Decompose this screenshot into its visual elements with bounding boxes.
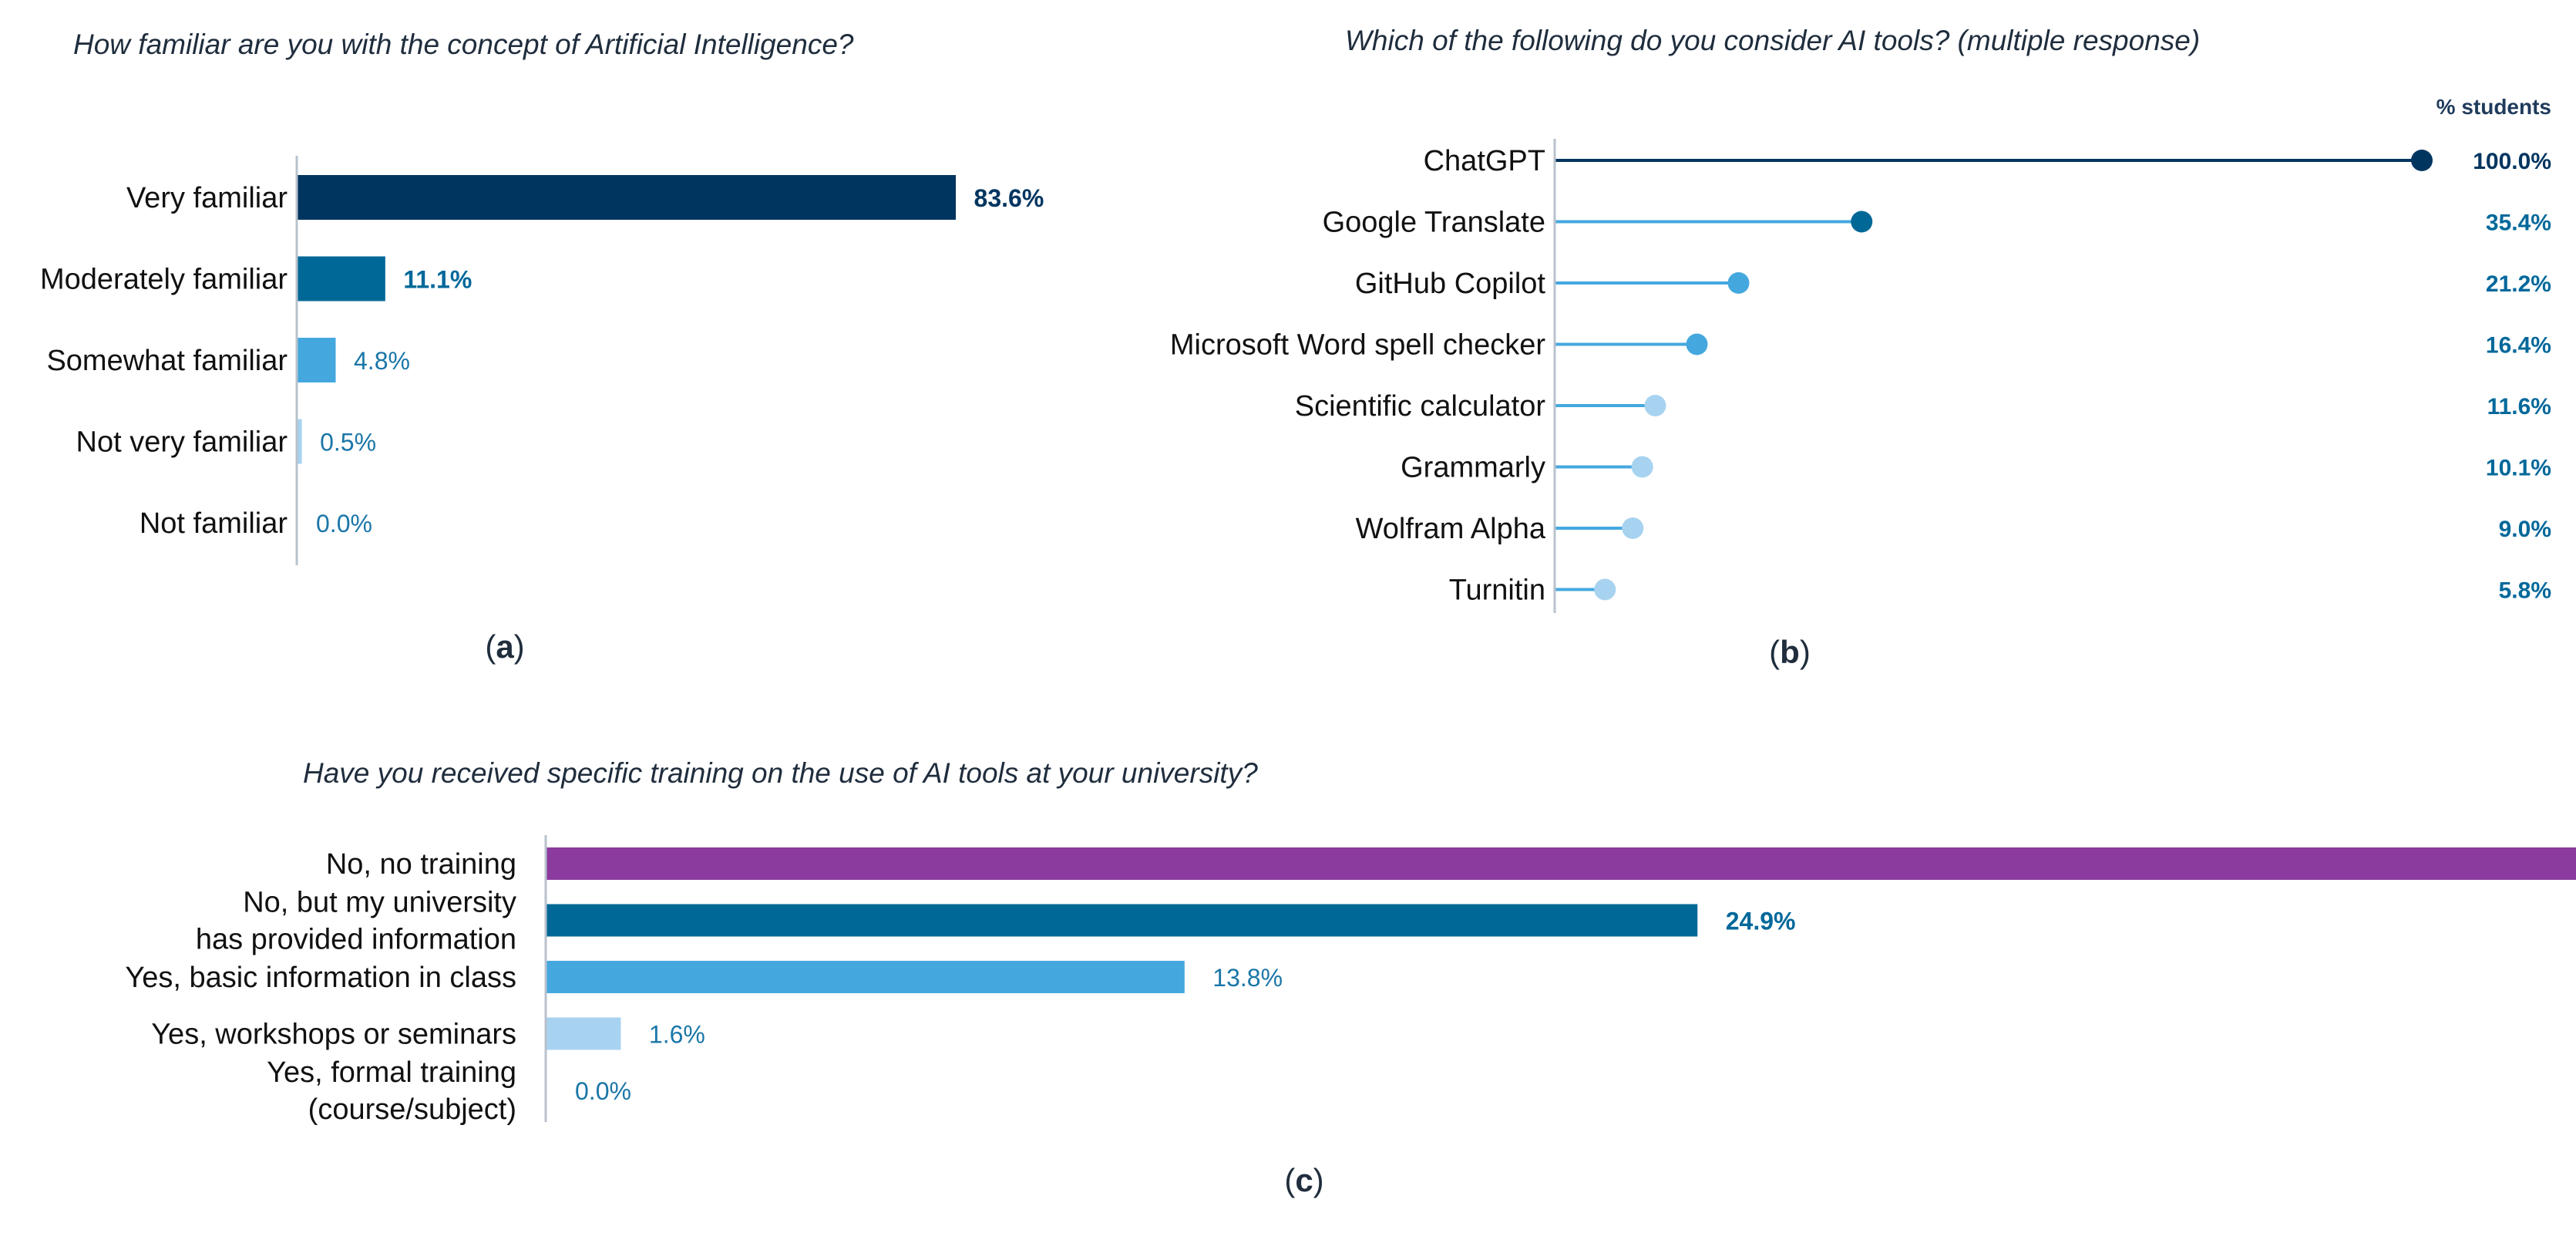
chart-c-value-label-yes-formal-training-course-subject: 0.0% bbox=[575, 1077, 631, 1105]
chart-b-dot-chatgpt bbox=[2411, 150, 2433, 171]
chart-b-value-label-github-copilot: 21.2% bbox=[2486, 271, 2551, 297]
chart-b: Which of the following do you consider A… bbox=[1170, 25, 2551, 670]
chart-c-category-label-yes-workshops-or-seminars: Yes, workshops or seminars bbox=[151, 1019, 516, 1051]
chart-a-bar-moderately-familiar bbox=[298, 256, 385, 302]
chart-b-dot-github-copilot bbox=[1727, 272, 1750, 294]
chart-b-category-label-google-translate: Google Translate bbox=[1323, 207, 1545, 239]
chart-b-value-label-turnitin: 5.8% bbox=[2499, 578, 2551, 604]
chart-a-value-label-moderately-familiar: 11.1% bbox=[403, 266, 472, 294]
chart-b-dot-turnitin bbox=[1594, 578, 1616, 601]
chart-b-dot-google-translate bbox=[1851, 211, 1873, 233]
chart-c-value-label-yes-basic-information-in-class: 13.8% bbox=[1212, 964, 1283, 992]
chart-b-category-label-wolfram-alpha: Wolfram Alpha bbox=[1356, 513, 1546, 545]
chart-a-category-label-very-familiar: Very familiar bbox=[126, 182, 288, 214]
chart-a-value-label-not-familiar: 0.0% bbox=[316, 510, 372, 537]
chart-c-category-label-yes-basic-information-in-class: Yes, basic information in class bbox=[125, 962, 516, 994]
chart-a: How familiar are you with the concept of… bbox=[40, 29, 1044, 665]
chart-a-value-label-somewhat-familiar: 4.8% bbox=[354, 347, 410, 375]
chart-c-category-label-no-but-my-university-has-provided-information: No, but my university has provided inform… bbox=[196, 887, 516, 956]
chart-c-value-label-no-but-my-university-has-provided-information: 24.9% bbox=[1726, 908, 1796, 935]
chart-c-value-label-yes-workshops-or-seminars: 1.6% bbox=[649, 1021, 705, 1049]
chart-b-category-label-scientific-calculator: Scientific calculator bbox=[1295, 390, 1546, 423]
chart-a-panel-label: (a) bbox=[485, 628, 524, 665]
chart-b-value-label-wolfram-alpha: 9.0% bbox=[2499, 517, 2551, 542]
chart-b-category-label-microsoft-word-spell-checker: Microsoft Word spell checker bbox=[1170, 329, 1545, 362]
chart-a-category-label-not-very-familiar: Not very familiar bbox=[76, 426, 288, 459]
chart-c-category-label-yes-formal-training-course-subject: Yes, formal training (course/subject) bbox=[267, 1056, 516, 1126]
chart-b-value-label-chatgpt: 100.0% bbox=[2473, 149, 2551, 174]
chart-b-dot-wolfram-alpha bbox=[1622, 517, 1644, 539]
chart-b-category-label-turnitin: Turnitin bbox=[1449, 574, 1545, 607]
chart-c-bar-yes-basic-information-in-class bbox=[546, 961, 1185, 993]
chart-b-category-label-chatgpt: ChatGPT bbox=[1424, 145, 1545, 177]
chart-b-dot-microsoft-word-spell-checker bbox=[1686, 333, 1708, 355]
chart-a-value-label-not-very-familiar: 0.5% bbox=[320, 429, 376, 456]
chart-b-dot-grammarly bbox=[1631, 456, 1653, 478]
chart-b-value-label-microsoft-word-spell-checker: 16.4% bbox=[2486, 333, 2551, 359]
chart-a-bar-somewhat-familiar bbox=[298, 338, 336, 382]
chart-c-category-label-no-no-training: No, no training bbox=[326, 848, 516, 881]
chart-b-value-label-grammarly: 10.1% bbox=[2486, 456, 2551, 481]
chart-b-value-label-scientific-calculator: 11.6% bbox=[2487, 394, 2551, 419]
chart-c-bar-no-no-training bbox=[546, 847, 2576, 880]
chart-b-category-label-github-copilot: GitHub Copilot bbox=[1355, 268, 1546, 300]
chart-a-value-label-very-familiar: 83.6% bbox=[974, 184, 1044, 212]
chart-b-dot-scientific-calculator bbox=[1644, 395, 1666, 416]
chart-c-title: Have you received specific training on t… bbox=[303, 757, 1258, 789]
chart-b-title: Which of the following do you consider A… bbox=[1345, 25, 2200, 56]
chart-b-panel-label: (b) bbox=[1769, 634, 1811, 670]
chart-a-title: How familiar are you with the concept of… bbox=[73, 29, 854, 60]
chart-a-category-label-somewhat-familiar: Somewhat familiar bbox=[46, 345, 288, 377]
chart-a-bar-very-familiar bbox=[298, 175, 957, 220]
chart-c-bar-no-but-my-university-has-provided-information bbox=[546, 904, 1698, 937]
chart-b-category-label-grammarly: Grammarly bbox=[1401, 452, 1545, 484]
chart-a-category-label-moderately-familiar: Moderately familiar bbox=[40, 264, 288, 296]
chart-a-category-label-not-familiar: Not familiar bbox=[140, 507, 288, 540]
chart-b-value-label-google-translate: 35.4% bbox=[2486, 211, 2551, 236]
chart-a-bar-not-very-familiar bbox=[298, 419, 302, 464]
chart-c: Have you received specific training on t… bbox=[125, 757, 2576, 1198]
chart-c-bar-yes-workshops-or-seminars bbox=[546, 1017, 621, 1050]
chart-c-panel-label: (c) bbox=[1284, 1162, 1323, 1198]
chart-b-value-header: % students bbox=[2436, 95, 2551, 119]
